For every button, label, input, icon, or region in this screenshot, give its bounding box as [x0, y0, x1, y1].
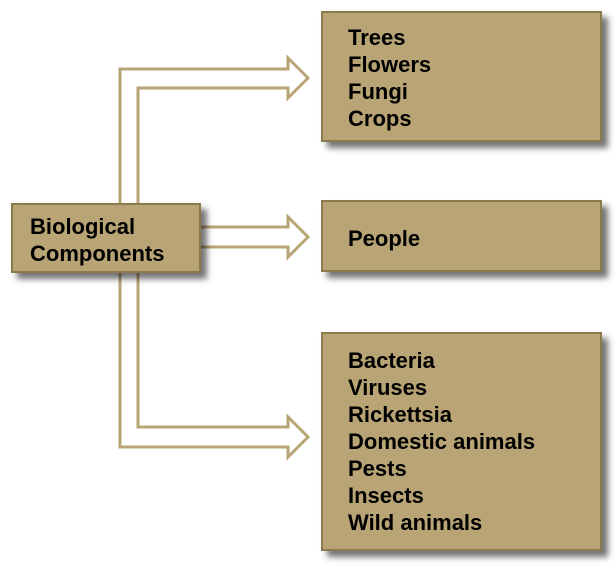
- list-item: Pests: [348, 456, 407, 481]
- source-box-biological-components: Biological Components: [11, 203, 201, 273]
- target-box-plants: Trees Flowers Fungi Crops: [321, 11, 602, 142]
- list-item: Insects: [348, 483, 424, 508]
- source-label-line: Components: [30, 241, 165, 266]
- source-label-line: Biological: [30, 214, 136, 239]
- arrow-to-people: [201, 213, 311, 261]
- list-item: Rickettsia: [348, 402, 452, 427]
- list-item: Fungi: [348, 79, 408, 104]
- list-item: Crops: [348, 106, 412, 131]
- target-box-people: People: [321, 200, 602, 272]
- list-item: Domestic animals: [348, 429, 536, 454]
- arrow-to-others: [118, 273, 311, 461]
- list-item: Viruses: [348, 375, 428, 400]
- arrow-to-plants: [118, 54, 311, 203]
- list-item: People: [348, 226, 421, 251]
- list-item: Wild animals: [348, 510, 483, 535]
- list-item: Trees: [348, 25, 406, 50]
- list-item: Flowers: [348, 52, 432, 77]
- list-item: Bacteria: [348, 348, 435, 373]
- target-box-microbes-animals: Bacteria Viruses Rickettsia Domestic ani…: [321, 332, 602, 551]
